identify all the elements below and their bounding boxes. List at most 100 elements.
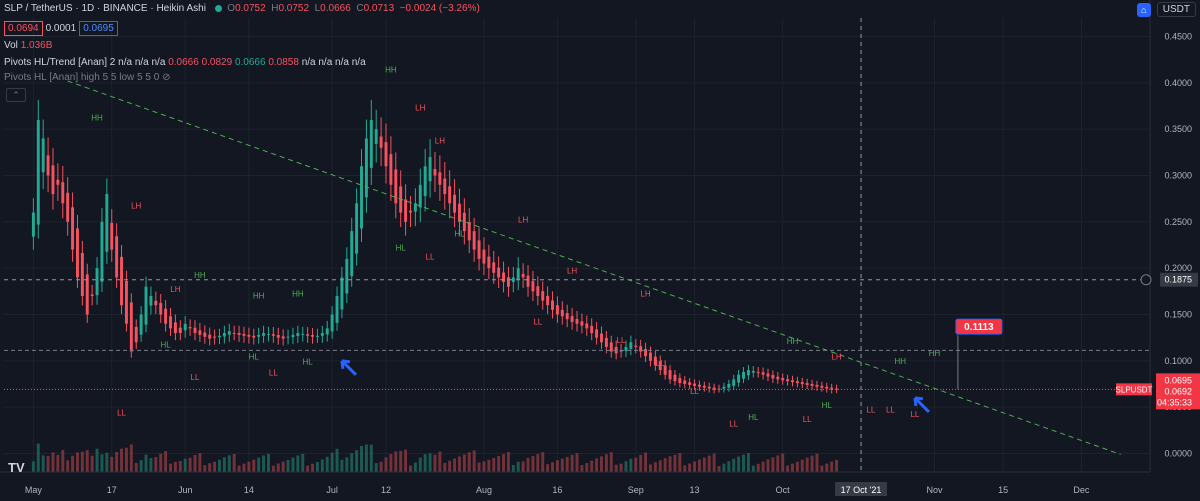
volume-bar [316,462,319,472]
y-tick-label: 0.0000 [1164,448,1192,458]
volume-bar [414,462,417,472]
candle-body [561,310,564,316]
volume-bar [32,461,35,472]
collapse-legend-button[interactable]: ⌃ [6,88,26,102]
candle-body [243,334,246,336]
candle-body [718,389,721,390]
candle-body [71,207,74,249]
candle-body [277,335,280,338]
volume-bar [566,457,569,472]
candle-body [443,179,446,195]
candle-body [776,377,779,380]
market-status-icon [215,5,222,12]
volume-bar [786,466,789,472]
x-tick-label: Oct [776,485,791,495]
volume-bar [517,462,520,472]
volume-bar [174,462,177,472]
sell-price-button[interactable]: 0.0694 [4,21,43,36]
pivots-value-3: 0.0666 [235,57,266,68]
pivots-trend-legend[interactable]: Pivots HL/Trend [Anan] 2 n/a n/a n/a 0.0… [4,57,366,68]
candle-body [218,336,221,337]
buy-price-button[interactable]: 0.0695 [79,21,118,36]
pivot-label: LH [415,103,425,112]
candle-body [820,386,823,388]
volume-bar [757,464,760,472]
last-price-label: 0.0692 [1164,386,1192,396]
volume-bar [71,456,74,472]
candle-body [282,336,285,338]
volume-bar [546,464,549,472]
volume-bar [791,464,794,472]
open-label: O [227,3,235,14]
volume-bar [693,462,696,472]
candle-body [487,257,490,269]
candle-body [140,314,143,334]
candle-body [541,291,544,300]
volume-bar [326,457,329,472]
volume-bar [556,460,559,472]
volume-bar [42,455,45,472]
volume-bar [105,453,108,472]
candle-body [287,337,290,338]
candle-body [81,253,84,296]
candle-body [238,333,241,335]
candle-body [512,277,515,282]
candle-body [571,316,574,322]
pivots-hl-legend[interactable]: Pivots HL [Anan] high 5 5 low 5 5 0 ⊘ [4,72,170,83]
volume-bar [634,458,637,472]
volume-bar [360,446,363,472]
high-value: 0.0752 [278,3,309,14]
candle-body [375,129,378,144]
hidden-eye-icon[interactable]: ⊘ [162,72,170,83]
volume-bar [585,463,588,472]
pivot-label: HL [303,357,314,366]
volume-bar [487,460,490,472]
x-tick-label: 16 [552,485,562,495]
candle-body [497,268,500,278]
candle-body [610,342,613,351]
pivot-label: LH [435,137,445,146]
candle-body [340,277,343,309]
volume-bar [306,466,309,472]
volume-legend[interactable]: Vol 1.036B [4,40,52,51]
candle-body [747,370,750,375]
x-tick-label: Dec [1073,485,1090,495]
alert-icon[interactable]: ⌂ [1137,3,1151,17]
candle-body [678,378,681,383]
volume-bar [257,458,260,472]
volume-label: Vol [4,40,18,51]
candle-body [66,193,69,222]
volume-bar [732,459,735,472]
volume-bar [91,456,94,472]
volume-bar [247,462,250,472]
x-tick-label: Jul [326,485,338,495]
volume-bar [331,453,334,472]
pivot-label: LH [170,285,180,294]
pivot-label: HH [787,337,799,346]
candle-body [556,305,559,314]
candle-body [47,155,50,175]
pivots-na-1: n/a n/a n/a [118,57,165,68]
volume-bar [644,453,647,472]
volume-bar [629,459,632,472]
pivot-label: LH [518,215,528,224]
pivot-label: LL [803,415,812,424]
volume-bar [580,465,583,472]
candle-body [566,313,569,319]
candle-body [203,333,206,337]
candle-body [771,375,774,378]
volume-bar [66,460,69,472]
volume-bar [527,458,530,472]
volume-bar [252,460,255,472]
volume-bar [336,449,339,472]
candle-body [306,334,309,336]
candle-body [100,222,103,282]
candle-body [478,240,481,259]
currency-button[interactable]: USDT [1157,2,1196,17]
candle-body [762,372,765,374]
pivot-label: LL [617,336,626,345]
symbol-title[interactable]: SLP / TetherUS · 1D · BINANCE · Heikin A… [4,3,206,14]
candle-body [169,316,172,328]
candle-body [228,331,231,335]
